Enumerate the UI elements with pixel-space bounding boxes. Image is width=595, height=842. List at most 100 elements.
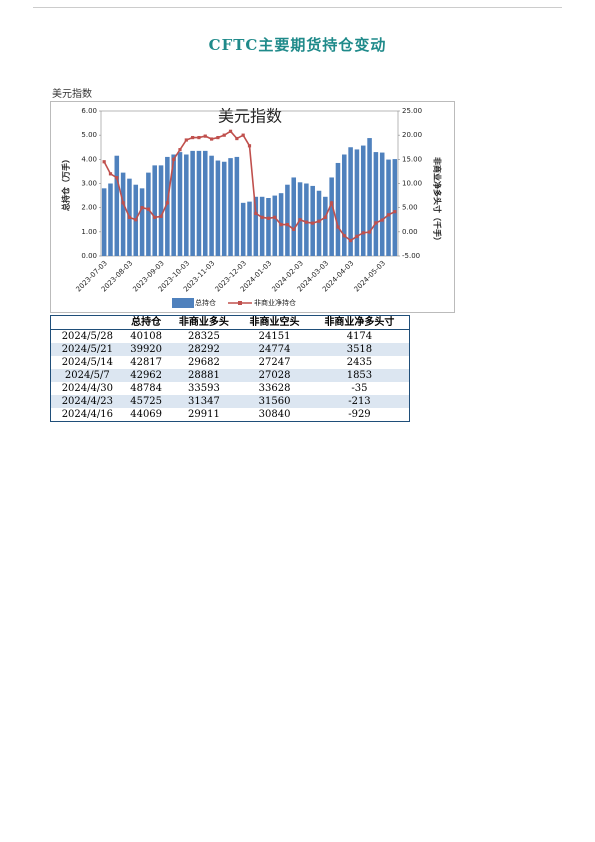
- column-header: 非商业多头: [168, 315, 240, 330]
- line-marker: [108, 172, 113, 176]
- line-marker: [184, 138, 188, 142]
- value-cell: 33593: [188, 383, 220, 394]
- date-cell: 2024/5/14: [61, 357, 113, 368]
- line-marker: [247, 144, 252, 148]
- column-header: 非商业净多头寸: [309, 315, 410, 330]
- bar: [234, 156, 240, 256]
- bar: [354, 149, 360, 256]
- bar: [240, 202, 246, 256]
- line-marker: [330, 201, 334, 205]
- line-marker: [203, 134, 207, 138]
- bar: [209, 155, 214, 256]
- bar: [342, 154, 347, 256]
- y-axis-label: 总持仓（万手）: [61, 155, 71, 211]
- line-marker: [146, 207, 150, 211]
- y-tick-label: 4.00: [81, 155, 97, 163]
- corner-cell: [50, 315, 124, 330]
- table-row: 2024/4/16 44069 29911 30840 -929: [51, 408, 410, 422]
- value-cell: 27028: [239, 369, 310, 382]
- data-table: 总持仓 非商业多头 非商业空头 非商业净多头寸 2024/5/28 40108 28325 2…: [50, 315, 410, 422]
- table-row: 2024/4/23 45725 31347 31560 -213: [50, 395, 410, 408]
- y2-tick-label: 15.00: [402, 155, 422, 163]
- value-cell: 39920: [123, 343, 169, 356]
- value-cell: 29682: [188, 357, 220, 368]
- value-cell: 27247: [258, 357, 291, 368]
- line-marker: [266, 216, 271, 220]
- value-cell: 2435: [346, 357, 373, 368]
- y-tick-label: 6.00: [81, 107, 97, 115]
- bar: [386, 159, 391, 256]
- bar: [152, 165, 157, 256]
- line-marker: [386, 213, 391, 217]
- line-marker: [172, 157, 176, 161]
- bar: [221, 161, 227, 256]
- line-marker: [153, 215, 157, 219]
- value-cell: 48784: [130, 383, 163, 394]
- value-cell: -35: [351, 383, 368, 394]
- line-marker: [216, 135, 220, 140]
- line-marker: [285, 222, 290, 227]
- bar: [190, 150, 195, 256]
- line-marker: [102, 160, 106, 164]
- y2-tick-label: 25.00: [402, 107, 422, 115]
- line-marker: [311, 221, 315, 225]
- y2-tick-label: 5.00: [402, 204, 418, 212]
- y-tick-label: 5.00: [81, 131, 97, 139]
- date-cell: 2024/4/16: [61, 409, 113, 420]
- bar: [373, 152, 379, 256]
- line-marker: [317, 219, 321, 223]
- table-row: 2024/4/30 48784 33593 33628 -35: [51, 382, 410, 395]
- y2-axis-label: 非商业净多头寸（千手）: [433, 157, 443, 245]
- bar: [177, 152, 183, 256]
- y-tick-label: 1.00: [81, 228, 97, 236]
- page-title: CFTC主要期货持仓变动: [208, 36, 387, 54]
- line-marker: [279, 222, 283, 227]
- line-marker: [134, 218, 138, 222]
- line-marker: [241, 133, 245, 137]
- bar: [165, 156, 170, 256]
- bar: [247, 201, 252, 256]
- bar: [291, 177, 297, 256]
- line-marker: [323, 215, 327, 219]
- bar: [323, 196, 328, 256]
- bar: [329, 177, 334, 256]
- value-cell: 28881: [168, 369, 240, 382]
- value-cell: 28325: [188, 331, 220, 342]
- table-row: 2024/5/28 40108 28325 24151 4174: [51, 330, 410, 344]
- bar: [228, 158, 233, 256]
- y2-tick-label: 0.00: [402, 228, 418, 236]
- bar: [335, 162, 341, 256]
- line-marker: [127, 215, 132, 219]
- value-cell: 24151: [258, 331, 291, 342]
- value-cell: 40108: [130, 331, 163, 342]
- bar: [259, 196, 265, 256]
- line-marker: [342, 234, 346, 238]
- table-row: 2024/5/7 42962 28881 27028 1853: [50, 369, 410, 382]
- value-cell: 30840: [258, 409, 291, 420]
- line-marker: [197, 135, 201, 140]
- column-header: 非商业空头: [239, 315, 310, 330]
- bar: [196, 150, 202, 256]
- date-cell: 2024/5/21: [50, 343, 124, 356]
- date-cell: 2024/5/7: [50, 369, 124, 382]
- value-cell: 1853: [309, 369, 410, 382]
- bar: [120, 172, 126, 256]
- bar: [114, 155, 120, 256]
- value-cell: 31560: [239, 395, 310, 408]
- top-rule: [33, 7, 562, 8]
- line-marker: [336, 225, 340, 229]
- value-cell: 31347: [168, 395, 240, 408]
- bar: [146, 172, 151, 256]
- line-marker: [222, 133, 226, 137]
- value-cell: 42817: [130, 357, 163, 368]
- line-marker: [121, 201, 125, 205]
- section-label: 美元指数: [52, 89, 92, 100]
- value-cell: -929: [348, 409, 371, 420]
- bar: [266, 198, 271, 256]
- line-marker: [159, 214, 163, 218]
- y-tick-label: 3.00: [81, 180, 97, 188]
- bar: [316, 190, 322, 256]
- line-marker: [228, 129, 233, 133]
- bar: [171, 154, 176, 256]
